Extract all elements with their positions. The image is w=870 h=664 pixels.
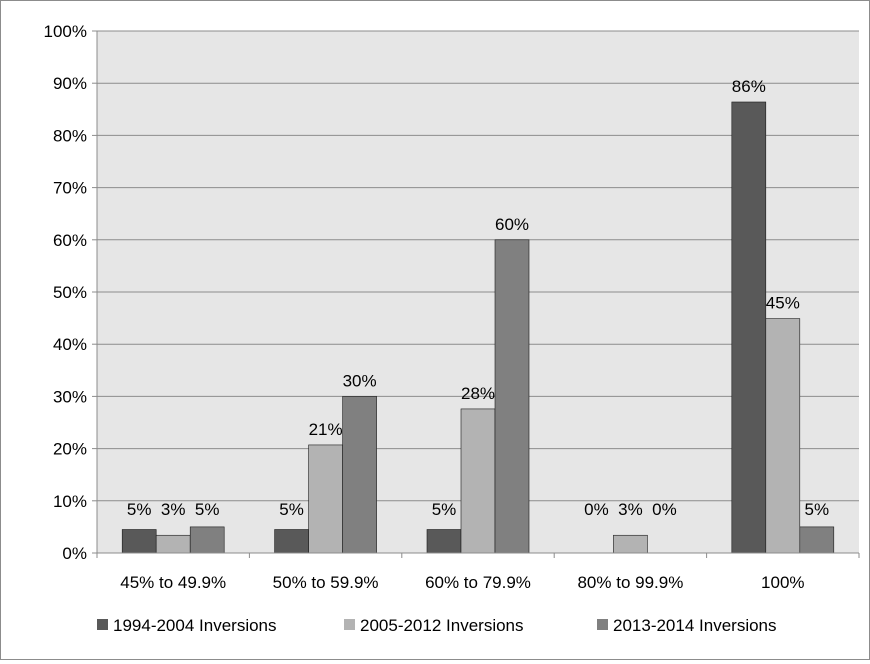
y-tick-label: 90%	[53, 74, 87, 93]
data-label: 60%	[495, 215, 529, 234]
bar	[155, 534, 191, 554]
y-tick-label: 60%	[53, 231, 87, 250]
bar	[731, 101, 767, 554]
y-tick-label: 10%	[53, 492, 87, 511]
bar	[274, 529, 309, 554]
bar	[765, 318, 801, 554]
bar	[189, 526, 225, 554]
y-tick-label: 80%	[53, 126, 87, 145]
data-label: 3%	[618, 500, 643, 519]
x-tick-label: 50% to 59.9%	[273, 573, 379, 592]
bar	[308, 444, 343, 554]
legend-swatch	[597, 619, 608, 630]
data-label: 28%	[461, 384, 495, 403]
bar	[460, 408, 496, 554]
bar	[121, 529, 157, 554]
bar	[799, 526, 835, 554]
y-tick-label: 20%	[53, 440, 87, 459]
y-tick-label: 30%	[53, 387, 87, 406]
bar	[426, 529, 462, 554]
x-tick-label: 60% to 79.9%	[425, 573, 531, 592]
bar	[342, 396, 377, 554]
data-label: 0%	[584, 500, 609, 519]
y-tick-label: 50%	[53, 283, 87, 302]
legend-swatch	[344, 619, 355, 630]
data-label: 5%	[805, 500, 830, 519]
y-tick-label: 70%	[53, 179, 87, 198]
x-tick-label: 80% to 99.9%	[577, 573, 683, 592]
data-label: 0%	[652, 500, 677, 519]
data-label: 21%	[309, 420, 343, 439]
data-label: 5%	[127, 500, 152, 519]
x-tick-label: 100%	[761, 573, 804, 592]
y-tick-label: 40%	[53, 335, 87, 354]
bar	[613, 534, 648, 554]
legend-swatch	[97, 619, 108, 630]
data-label: 5%	[279, 500, 304, 519]
data-label: 5%	[432, 500, 457, 519]
legend-label: 2005-2012 Inversions	[360, 616, 524, 635]
data-label: 30%	[343, 371, 377, 390]
y-tick-label: 0%	[62, 544, 87, 563]
bar	[494, 239, 530, 554]
legend-label: 2013-2014 Inversions	[613, 616, 777, 635]
data-label: 86%	[732, 77, 766, 96]
data-label: 45%	[766, 294, 800, 313]
data-label: 5%	[195, 500, 220, 519]
x-tick-label: 45% to 49.9%	[120, 573, 226, 592]
data-label: 3%	[161, 500, 186, 519]
legend-label: 1994-2004 Inversions	[113, 616, 277, 635]
y-tick-label: 100%	[44, 22, 87, 41]
